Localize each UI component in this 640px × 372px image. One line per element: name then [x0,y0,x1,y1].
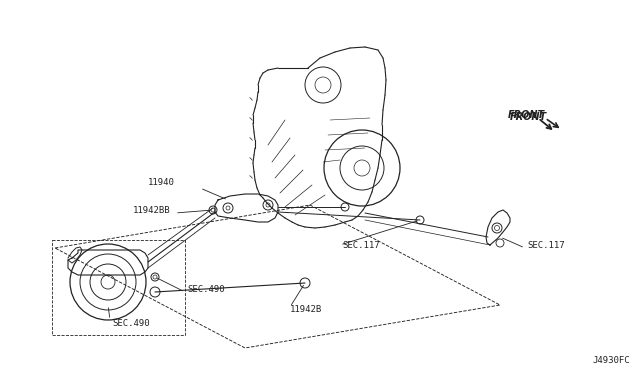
Text: SEC.117: SEC.117 [527,241,564,250]
Text: FRONT: FRONT [508,110,545,120]
Text: SEC.117: SEC.117 [342,241,380,250]
Text: 11942B: 11942B [290,305,323,314]
Text: J4930FC: J4930FC [593,356,630,365]
Text: SEC.490: SEC.490 [112,319,150,328]
Text: SEC.490: SEC.490 [187,285,225,294]
Text: FRONT: FRONT [510,112,547,122]
Text: 11942BB: 11942BB [132,206,170,215]
Text: 11940: 11940 [148,178,175,187]
